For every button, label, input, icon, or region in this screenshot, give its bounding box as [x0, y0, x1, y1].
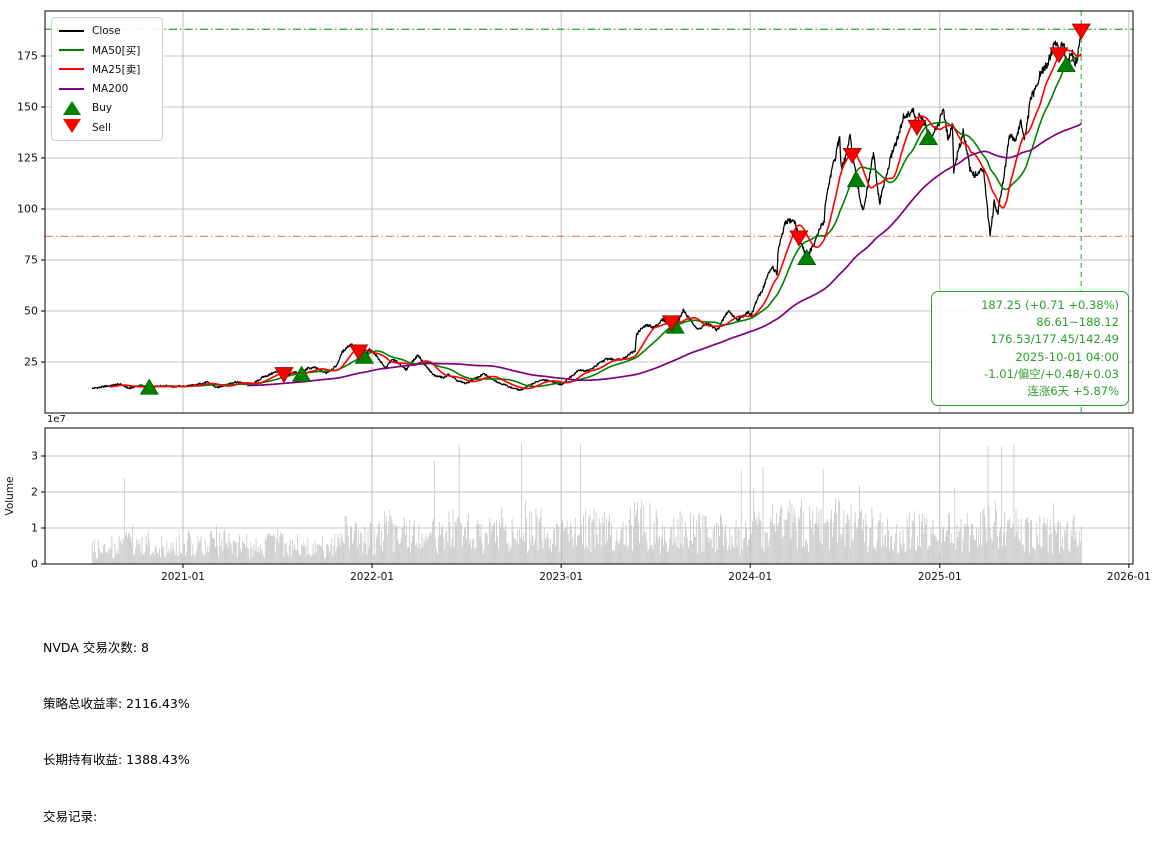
sell-marker — [348, 344, 369, 361]
volume-tick-label: 1 — [31, 522, 38, 535]
volume-bars-group — [91, 443, 1082, 564]
volume-panel-frame — [44, 427, 1134, 565]
y-tick-label: 100 — [17, 203, 38, 216]
sell-marker — [661, 315, 682, 332]
sell-marker — [789, 230, 809, 247]
x-tick-label: 2024-01 — [728, 571, 772, 583]
legend-item: MA50[买] — [59, 40, 156, 59]
legend-item: Buy — [59, 99, 156, 118]
price-panel-frame — [44, 10, 1134, 414]
sell-triangle-icon — [59, 119, 84, 134]
legend-line-sample — [59, 49, 84, 52]
annotation-box: 187.25 (+0.71 +0.38%) 86.61~188.12 176.53/… — [931, 291, 1129, 407]
sell-marker — [274, 367, 294, 384]
legend-item: MA200 — [59, 79, 156, 98]
y-tick-label: 150 — [17, 101, 38, 114]
legend-line-sample — [59, 29, 84, 32]
volume-tick-label: 0 — [31, 558, 38, 571]
x-tick-label: 2023-01 — [539, 571, 583, 583]
x-tick-label: 2026-01 — [1107, 571, 1151, 583]
y-tick-label: 75 — [24, 254, 38, 267]
sell-marker — [1071, 23, 1091, 40]
stats-trade-count: NVDA 交易次数: 8 — [43, 639, 149, 655]
x-tick-label: 2021-01 — [161, 571, 205, 583]
legend-label: Sell — [92, 121, 111, 134]
stats-block: NVDA 交易次数: 8 策略总收益率: 2116.43% 长期持有收益: 13… — [43, 601, 505, 843]
legend-label: MA200 — [92, 82, 129, 95]
y-tick-label: 25 — [24, 356, 38, 369]
y-tick-label: 175 — [17, 50, 38, 63]
legend: Close MA50[买] MA25[卖] MA200 Buy Sell — [51, 17, 163, 142]
buy-marker — [846, 171, 867, 188]
ma25-line — [109, 49, 1082, 390]
legend-label: Close — [92, 24, 121, 37]
buy-marker — [1056, 56, 1076, 73]
buy-marker — [139, 378, 159, 395]
ma200-line — [246, 123, 1082, 387]
x-tick-label: 2022-01 — [350, 571, 394, 583]
legend-line-sample — [59, 68, 84, 71]
x-tick-label: 2025-01 — [918, 571, 962, 583]
legend-label: Buy — [92, 102, 113, 115]
legend-label: MA50[买] — [92, 44, 141, 57]
volume-axis-label: Volume — [4, 476, 16, 515]
buy-marker — [292, 365, 312, 382]
stats-strategy-return: 策略总收益率: 2116.43% — [43, 695, 190, 711]
annotation-line: 连涨6天 +5.87% — [1027, 384, 1119, 399]
annotation-line: -1.01/偏空/+0.48/+0.03 — [984, 366, 1119, 381]
annotation-line: 2025-10-01 04:00 — [1015, 349, 1119, 364]
legend-item: Close — [59, 21, 156, 40]
y-tick-label: 50 — [24, 305, 38, 318]
annotation-line: 176.53/177.45/142.49 — [990, 332, 1119, 347]
volume-tick-label: 3 — [31, 450, 38, 463]
y-tick-label: 125 — [17, 152, 38, 165]
stats-buyhold-return: 长期持有收益: 1388.43% — [43, 752, 190, 768]
legend-label: MA25[卖] — [92, 63, 141, 76]
legend-item: MA25[卖] — [59, 60, 156, 79]
price-volume-chart: 25 50 75 100 125 150 175 0 1 2 3 2021-01 2022-01 2023… — [4, 10, 1151, 583]
volume-offset-label: 1e7 — [47, 414, 66, 425]
buy-triangle-icon — [59, 101, 84, 116]
buy-marker — [918, 129, 939, 146]
sell-marker — [907, 119, 927, 136]
sell-marker — [1049, 47, 1069, 64]
stats-trades-title: 交易记录: — [43, 808, 98, 824]
volume-tick-label: 2 — [31, 486, 38, 499]
legend-item: Sell — [59, 118, 156, 137]
buy-marker — [797, 248, 817, 265]
legend-line-sample — [59, 87, 84, 90]
annotation-line: 86.61~188.12 — [1036, 315, 1119, 330]
annotation-line: 187.25 (+0.71 +0.38%) — [981, 298, 1119, 312]
sell-marker — [842, 147, 862, 165]
